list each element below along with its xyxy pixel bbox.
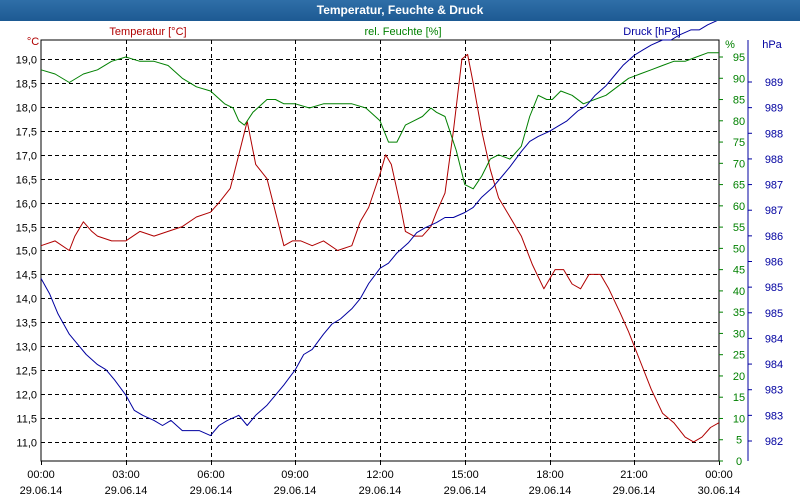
humidity-tick-label: 80 xyxy=(733,116,745,128)
humidity-tick-label: 35 xyxy=(733,307,745,319)
temperature-tick-label: 12,0 xyxy=(16,390,37,402)
pressure-tick-label: 988 xyxy=(765,154,783,166)
temperature-tick-label: 14,0 xyxy=(16,294,37,306)
humidity-unit: % xyxy=(725,39,735,51)
x-tick-label-date: 29.06.14 xyxy=(613,485,656,497)
temperature-tick-label: 18,0 xyxy=(16,103,37,115)
humidity-tick-label: 30 xyxy=(733,328,745,340)
humidity-tick-label: 20 xyxy=(733,371,745,383)
humidity-tick-label: 25 xyxy=(733,350,745,362)
pressure-tick-label: 984 xyxy=(765,359,783,371)
temperature-tick-label: 16,5 xyxy=(16,175,37,187)
x-tick-label-time: 09:00 xyxy=(281,469,309,481)
humidity-tick-label: 95 xyxy=(733,52,745,64)
x-tick-label-date: 29.06.14 xyxy=(105,485,148,497)
x-tick-label-date: 29.06.14 xyxy=(444,485,487,497)
temperature-unit: °C xyxy=(27,36,39,48)
humidity-tick-label: 60 xyxy=(733,201,745,213)
temperature-tick-label: 18,5 xyxy=(16,79,37,91)
pressure-tick-label: 986 xyxy=(765,231,783,243)
x-tick-label-date: 30.06.14 xyxy=(698,485,741,497)
humidity-tick-label: 15 xyxy=(733,392,745,404)
humidity-tick-label: 65 xyxy=(733,180,745,192)
pressure-tick-label: 985 xyxy=(765,282,783,294)
x-tick-label-date: 29.06.14 xyxy=(190,485,233,497)
temperature-tick-label: 15,5 xyxy=(16,223,37,235)
series-line-humidity xyxy=(40,52,719,190)
x-tick-label-time: 03:00 xyxy=(112,469,140,481)
x-tick-label-time: 15:00 xyxy=(451,469,479,481)
temperature-tick-label: 11,5 xyxy=(16,414,37,426)
pressure-tick-label: 983 xyxy=(765,385,783,397)
humidity-tick-label: 90 xyxy=(733,73,745,85)
pressure-tick-label: 989 xyxy=(765,77,783,89)
temperature-tick-label: 17,0 xyxy=(16,151,37,163)
temperature-tick-label: 12,5 xyxy=(16,366,37,378)
pressure-tick-label: 985 xyxy=(765,308,783,320)
pressure-tick-label: 989 xyxy=(765,103,783,115)
humidity-tick-label: 5 xyxy=(736,435,742,447)
temperature-tick-label: 19,0 xyxy=(16,55,37,67)
chart: 00:00 29.06.14 03:00 29.06.14 06:00 29.06.14 0… xyxy=(0,21,800,500)
humidity-tick-label: 85 xyxy=(733,95,745,107)
pressure-unit: hPa xyxy=(762,39,782,51)
x-tick-label-time: 12:00 xyxy=(366,469,394,481)
pressure-tick-label: 987 xyxy=(765,180,783,192)
temperature-tick-label: 13,5 xyxy=(16,318,37,330)
humidity-tick-label: 0 xyxy=(736,456,742,468)
temperature-tick-label: 16,0 xyxy=(16,199,37,211)
x-tick-label-time: 18:00 xyxy=(536,469,564,481)
pressure-tick-label: 983 xyxy=(765,410,783,422)
humidity-tick-label: 10 xyxy=(733,413,745,425)
pressure-tick-label: 984 xyxy=(765,333,783,345)
pressure-tick-label: 987 xyxy=(765,205,783,217)
series-line-pressure xyxy=(40,21,718,437)
temperature-tick-label: 13,0 xyxy=(16,342,37,354)
temperature-tick-label: 15,0 xyxy=(16,246,37,258)
humidity-axis-title: rel. Feuchte [%] xyxy=(364,26,441,38)
pressure-tick-label: 982 xyxy=(765,436,783,448)
grid xyxy=(41,40,719,461)
pressure-axis-title: Druck [hPa] xyxy=(623,26,680,38)
x-tick-label-time: 00:00 xyxy=(27,469,55,481)
temperature-tick-label: 11,0 xyxy=(16,438,37,450)
temperature-axis-title: Temperatur [°C] xyxy=(109,26,186,38)
humidity-tick-label: 45 xyxy=(733,265,745,277)
x-tick-label-date: 29.06.14 xyxy=(20,485,63,497)
humidity-tick-label: 75 xyxy=(733,137,745,149)
x-tick-label-date: 29.06.14 xyxy=(274,485,317,497)
humidity-tick-label: 70 xyxy=(733,158,745,170)
temperature-tick-label: 17,5 xyxy=(16,127,37,139)
humidity-tick-label: 55 xyxy=(733,222,745,234)
x-tick-label-time: 06:00 xyxy=(197,469,225,481)
pressure-tick-label: 988 xyxy=(765,128,783,140)
chart-title: Temperatur, Feuchte & Druck xyxy=(0,0,800,21)
humidity-tick-label: 40 xyxy=(733,286,745,298)
x-tick-label-time: 21:00 xyxy=(620,469,648,481)
temperature-tick-label: 14,5 xyxy=(16,270,37,282)
series-line-temperature xyxy=(40,53,720,443)
x-tick-label-time: 00:00 xyxy=(705,469,733,481)
x-tick-label-date: 29.06.14 xyxy=(529,485,572,497)
x-tick-label-date: 29.06.14 xyxy=(359,485,402,497)
humidity-tick-label: 50 xyxy=(733,243,745,255)
pressure-tick-label: 986 xyxy=(765,257,783,269)
